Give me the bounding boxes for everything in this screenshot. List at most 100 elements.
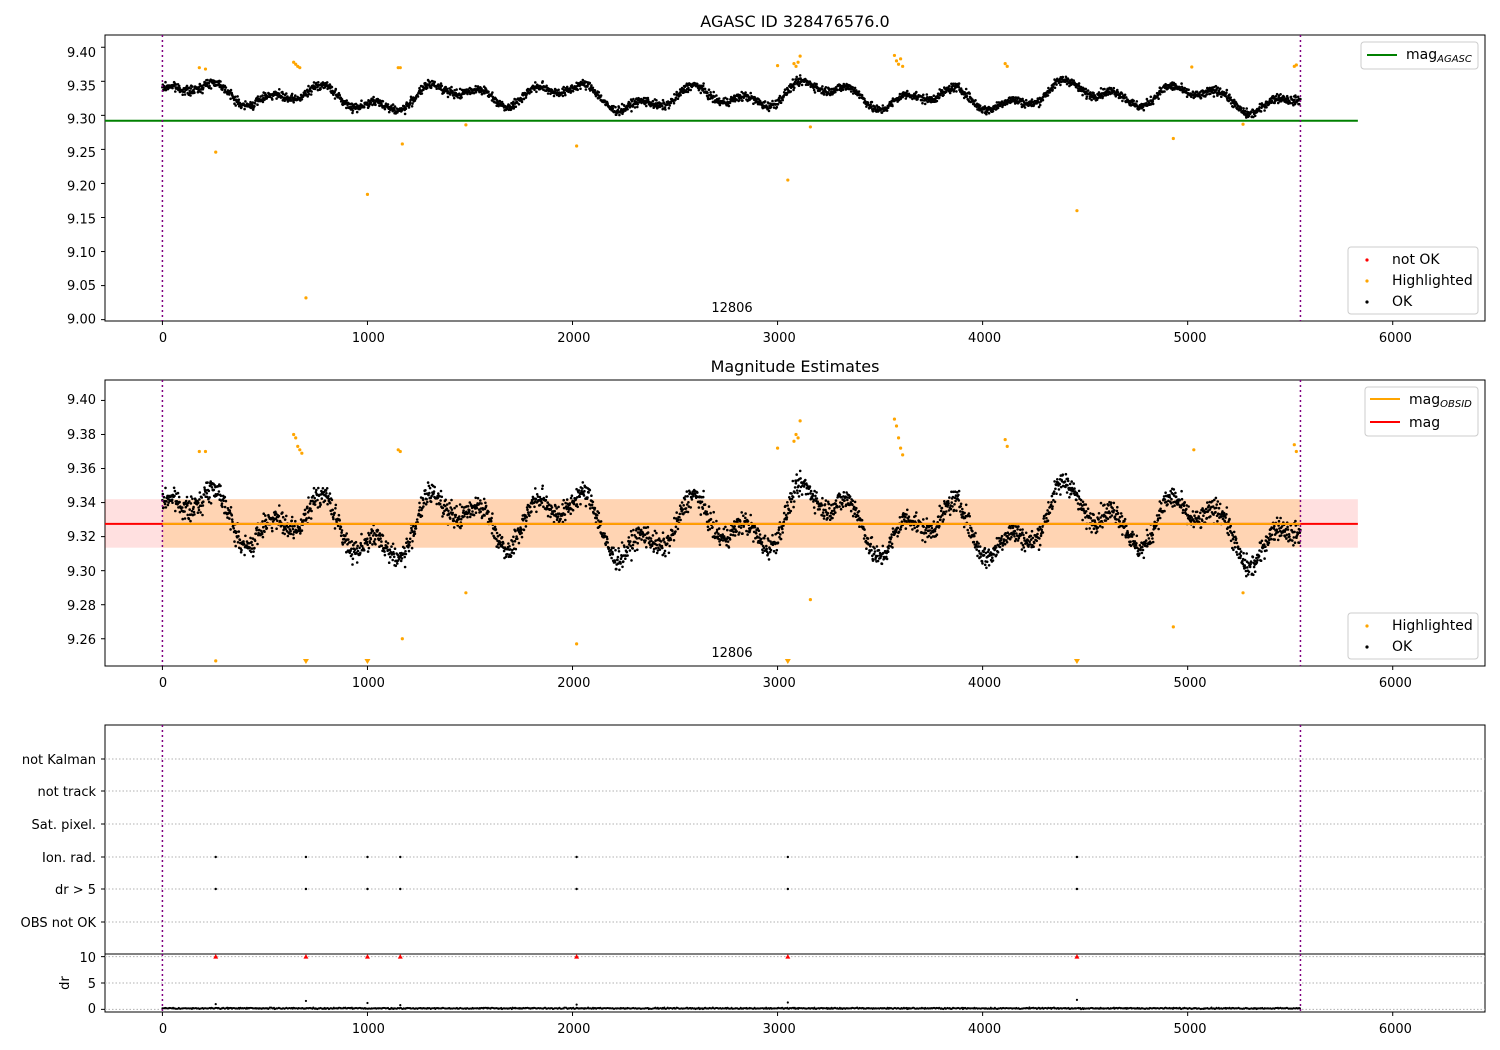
ok-point (368, 541, 372, 544)
ok-point (761, 551, 765, 554)
ok-point (935, 99, 939, 103)
ok-point (663, 541, 666, 544)
ok-point (812, 506, 816, 509)
ok-point (1086, 89, 1090, 92)
ok-point (317, 81, 320, 84)
ok-point (898, 92, 902, 96)
ok-point (546, 92, 550, 95)
ok-point (513, 539, 517, 543)
ok-point (603, 532, 606, 535)
ok-point (557, 88, 560, 92)
ok-point (924, 99, 928, 102)
ok-point (657, 537, 661, 540)
ok-point (201, 91, 204, 95)
highlighted-point (1005, 64, 1009, 68)
ok-point (252, 550, 255, 553)
ok-point (786, 501, 789, 504)
ok-point (640, 538, 643, 541)
ok-point (423, 492, 427, 496)
ok-point (404, 107, 408, 110)
ok-point (689, 506, 692, 509)
agasc-plot-frame (104, 34, 1486, 322)
ok-point (341, 543, 345, 546)
ok-point (978, 104, 982, 107)
ok-point (834, 502, 837, 506)
ok-point (849, 90, 853, 93)
ok-point (752, 102, 755, 105)
ok-point (351, 111, 354, 115)
ok-point (496, 543, 500, 546)
ok-point (375, 534, 378, 537)
ok-point (1228, 93, 1231, 96)
ok-point (689, 88, 692, 92)
ok-point (428, 491, 431, 495)
ok-point (166, 503, 170, 507)
ok-point (359, 551, 362, 555)
highlighted-point (896, 62, 901, 66)
ok-point (309, 507, 312, 511)
ok-point (441, 506, 445, 510)
ok-point (315, 488, 318, 492)
ok-point (828, 507, 831, 510)
ok-point (821, 511, 825, 514)
ok-point (871, 110, 875, 113)
ok-point (891, 546, 894, 549)
ok-point (500, 535, 504, 539)
ok-point (410, 526, 413, 530)
ok-point (339, 525, 343, 529)
ok-point (761, 548, 764, 551)
ok-point (229, 88, 233, 92)
ok-point (245, 544, 248, 547)
ok-point (1012, 96, 1015, 99)
ok-point (766, 552, 770, 555)
ok-point (624, 557, 627, 560)
ok-point (422, 501, 426, 505)
ok-point (530, 510, 533, 513)
ok-point (200, 84, 204, 88)
ok-point (1151, 99, 1155, 103)
ok-point (652, 550, 655, 553)
ok-point (777, 528, 781, 532)
ok-point (715, 519, 718, 523)
ok-point (570, 494, 574, 498)
ok-point (911, 528, 914, 531)
ok-point (507, 555, 511, 559)
ok-point (870, 100, 874, 104)
ok-point (779, 533, 782, 536)
ok-point (609, 548, 613, 552)
ok-point (360, 99, 363, 102)
ok-point (738, 531, 741, 534)
ok-point (1252, 115, 1255, 119)
ok-point (552, 94, 556, 98)
ok-point (1289, 95, 1293, 99)
ok-point (368, 533, 371, 537)
ok-point (1265, 106, 1268, 109)
ok-point (261, 100, 265, 104)
ok-point (951, 84, 955, 88)
ok-point (870, 536, 874, 539)
ok-point (1141, 105, 1145, 109)
ok-point (385, 545, 389, 549)
ok-point (881, 551, 885, 555)
ok-point (637, 527, 641, 531)
ok-point (556, 515, 560, 518)
ok-point (798, 469, 802, 473)
ok-point (275, 527, 278, 530)
ok-point (896, 535, 899, 538)
ok-point (325, 492, 328, 495)
ok-point (746, 533, 749, 536)
ok-point (925, 93, 929, 96)
ok-point (526, 508, 529, 512)
ok-point (877, 549, 881, 552)
ok-point (477, 508, 481, 511)
ok-point (209, 502, 213, 505)
ok-point (791, 495, 795, 499)
legend-marker-highlighted (1365, 279, 1369, 283)
ok-point (452, 526, 456, 529)
ok-point (198, 498, 201, 501)
ok-point (517, 541, 521, 545)
ok-point (635, 537, 639, 540)
ok-point (509, 548, 512, 551)
ok-point (1245, 107, 1248, 110)
ok-point (1195, 90, 1199, 94)
